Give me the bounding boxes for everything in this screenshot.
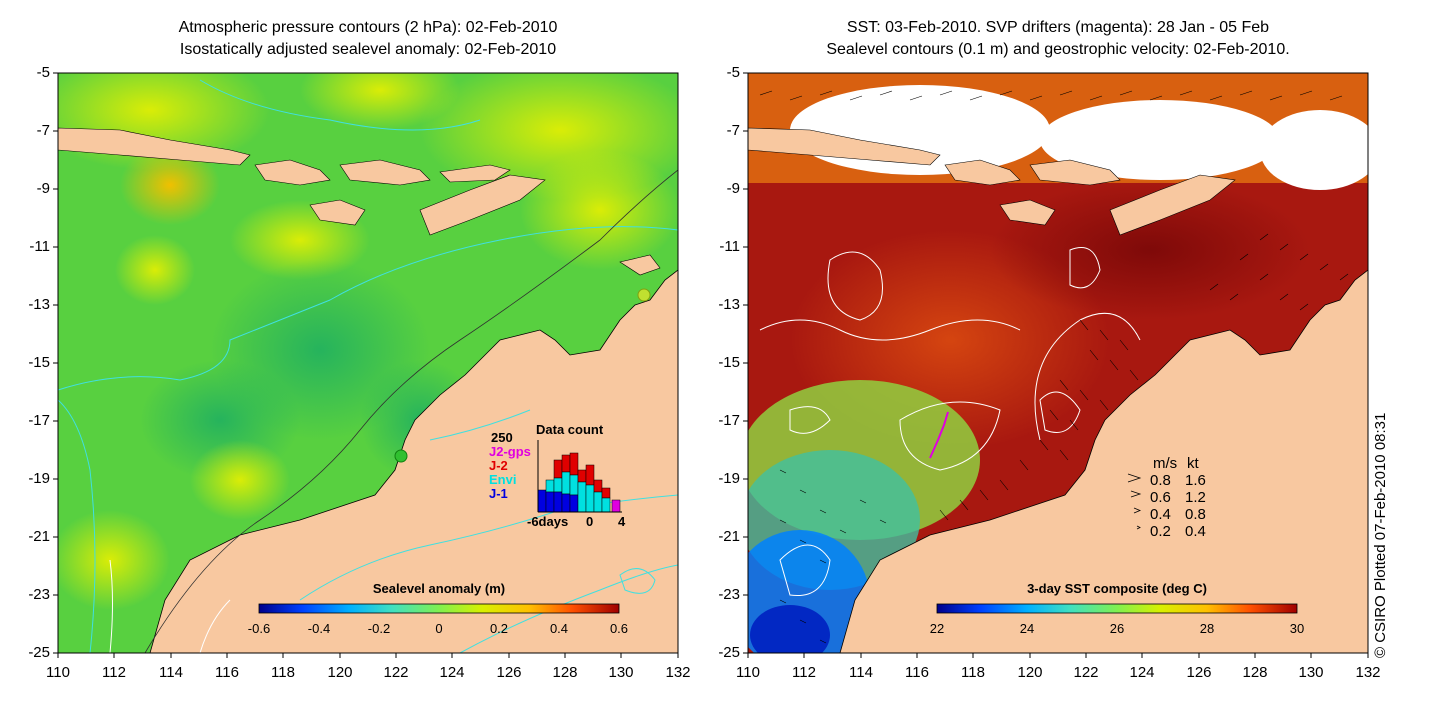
- right-title-line1: SST: 03-Feb-2010. SVP drifters (magenta)…: [846, 19, 1270, 36]
- x-tick-left: 128: [552, 664, 578, 681]
- x-tick-right: 114: [849, 664, 873, 681]
- legend-j1: J-1: [489, 486, 508, 501]
- x-tick-left: 112: [102, 664, 126, 681]
- x-tick-right: 130: [1298, 664, 1324, 681]
- velocity-row-kt: 1.6: [1185, 472, 1206, 489]
- right-cbar-tick: 22: [930, 621, 944, 636]
- x-tick-left: 120: [327, 664, 353, 681]
- left-cbar-tick: -0.6: [248, 621, 270, 636]
- y-tick-left: -17: [28, 412, 50, 429]
- x-tick-right: 126: [1186, 664, 1212, 681]
- y-tick-left: -5: [36, 64, 50, 81]
- y-tick-right: -23: [718, 586, 740, 603]
- data-count-xtick-0: 0: [586, 514, 593, 529]
- y-tick-left: -11: [29, 238, 50, 255]
- csiro-credit: © CSIRO Plotted 07-Feb-2010 08:31: [1372, 412, 1389, 658]
- x-tick-right: 110: [736, 664, 760, 681]
- data-count-title: Data count: [536, 422, 604, 437]
- x-tick-left: 118: [271, 664, 295, 681]
- x-tick-left: 114: [159, 664, 183, 681]
- y-tick-right: -15: [718, 354, 740, 371]
- x-tick-right: 132: [1355, 664, 1381, 681]
- y-tick-right: -9: [726, 180, 740, 197]
- y-tick-right: -7: [726, 122, 740, 139]
- left-cbar-tick: 0: [435, 621, 442, 636]
- x-tick-right: 120: [1017, 664, 1043, 681]
- right-cbar-tick: 30: [1290, 621, 1304, 636]
- data-count-ymax: 250: [491, 430, 513, 445]
- y-tick-left: -7: [36, 122, 50, 139]
- x-tick-right: 124: [1129, 664, 1155, 681]
- left-cbar-tick: 0.4: [550, 621, 568, 636]
- x-tick-right: 122: [1073, 664, 1099, 681]
- right-map-field: [748, 73, 1368, 653]
- x-tick-right: 118: [961, 664, 985, 681]
- velocity-row-kt: 1.2: [1185, 489, 1206, 506]
- left-title-line1: Atmospheric pressure contours (2 hPa): 0…: [178, 19, 558, 36]
- right-title-line2: Sealevel contours (0.1 m) and geostrophi…: [826, 41, 1290, 58]
- left-cbar-tick: 0.6: [610, 621, 628, 636]
- x-tick-left: 116: [215, 664, 239, 681]
- left-colorbar-label: Sealevel anomaly (m): [373, 581, 505, 596]
- data-count-xtick-neg6: -6days: [527, 514, 568, 529]
- y-tick-right: -19: [718, 470, 740, 487]
- x-tick-left: 122: [383, 664, 409, 681]
- australia-land-left: [149, 269, 678, 653]
- y-tick-right: -11: [719, 238, 740, 255]
- right-cbar-tick: 28: [1200, 621, 1214, 636]
- x-tick-left: 130: [608, 664, 634, 681]
- x-tick-right: 116: [905, 664, 929, 681]
- right-cbar-tick: 24: [1020, 621, 1034, 636]
- y-tick-left: -21: [28, 528, 50, 545]
- x-tick-left: 126: [496, 664, 522, 681]
- australia-land-right: [839, 269, 1368, 653]
- y-tick-left: -19: [28, 470, 50, 487]
- x-tick-left: 124: [439, 664, 465, 681]
- y-tick-right: -25: [718, 644, 740, 661]
- y-tick-right: -5: [726, 64, 740, 81]
- x-tick-right: 128: [1242, 664, 1268, 681]
- left-cbar-tick: -0.2: [368, 621, 390, 636]
- velocity-row-ms: 0.4: [1150, 506, 1171, 523]
- velocity-legend: [1127, 473, 1142, 530]
- velocity-row-ms: 0.6: [1150, 489, 1171, 506]
- velocity-header-ms: m/s: [1153, 455, 1177, 472]
- left-cbar-tick: 0.2: [490, 621, 508, 636]
- data-count-histogram: [537, 440, 622, 513]
- y-tick-left: -15: [28, 354, 50, 371]
- left-colorbar: [258, 603, 620, 614]
- right-cbar-tick: 26: [1110, 621, 1124, 636]
- right-colorbar-label: 3-day SST composite (deg C): [1027, 581, 1207, 596]
- velocity-row-kt: 0.4: [1185, 523, 1206, 540]
- legend-envi: Envi: [489, 472, 516, 487]
- velocity-row-ms: 0.8: [1150, 472, 1171, 489]
- velocity-row-kt: 0.8: [1185, 506, 1206, 523]
- x-tick-right: 112: [792, 664, 816, 681]
- legend-j2: J-2: [489, 458, 508, 473]
- y-tick-right: -21: [718, 528, 740, 545]
- left-title-line2: Isostatically adjusted sealevel anomaly:…: [179, 41, 557, 58]
- axis-ticks: [53, 72, 1369, 658]
- y-tick-left: -13: [28, 296, 50, 313]
- legend-j2gps: J2-gps: [489, 444, 531, 459]
- y-tick-left: -25: [28, 644, 50, 661]
- x-tick-left: 110: [46, 664, 70, 681]
- right-colorbar: [936, 603, 1298, 614]
- y-tick-left: -9: [36, 180, 50, 197]
- velocity-header-kt: kt: [1187, 455, 1200, 472]
- y-tick-right: -13: [718, 296, 740, 313]
- velocity-row-ms: 0.2: [1150, 523, 1171, 540]
- data-count-xtick-4: 4: [618, 514, 626, 529]
- y-tick-right: -17: [718, 412, 740, 429]
- x-tick-left: 132: [665, 664, 691, 681]
- left-cbar-tick: -0.4: [308, 621, 330, 636]
- y-tick-left: -23: [28, 586, 50, 603]
- left-map-field: [58, 73, 678, 653]
